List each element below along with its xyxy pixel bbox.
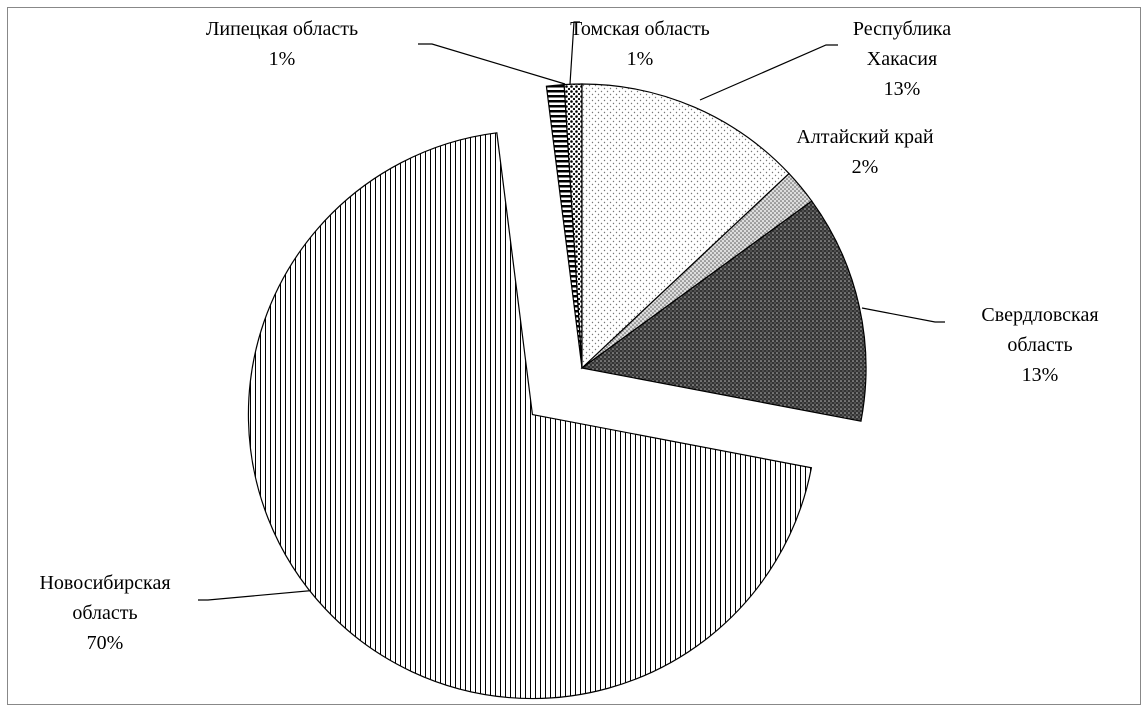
pie-slice [580,200,867,422]
category-name: Томская область [570,18,710,40]
value-label: 1% [626,48,654,70]
slice-label: Новосибирская область 70% [15,568,195,658]
category-name: Свердловская область [981,304,1099,356]
chart-border [7,7,1141,705]
pie [247,83,867,700]
slice-label: Алтайский край 2% [775,122,955,182]
value-label: 70% [86,632,124,654]
slice-label: Республика Хакасия 13% [832,14,972,104]
slice-label: Томская область 1% [540,14,740,74]
category-name: Алтайский край [796,126,934,148]
value-label: 13% [883,78,921,100]
category-name: Республика Хакасия [852,18,952,70]
slice-label: Липецкая область 1% [172,14,392,74]
slice-label: Свердловская область 13% [960,300,1120,390]
pie-slice [581,83,790,370]
value-label: 2% [851,156,879,178]
value-label: 13% [1021,364,1059,386]
leader-lines [198,21,945,601]
category-name: Липецкая область [205,18,359,40]
category-name: Новосибирская область [39,572,171,624]
value-label: 1% [268,48,296,70]
pie-slice [247,132,813,700]
